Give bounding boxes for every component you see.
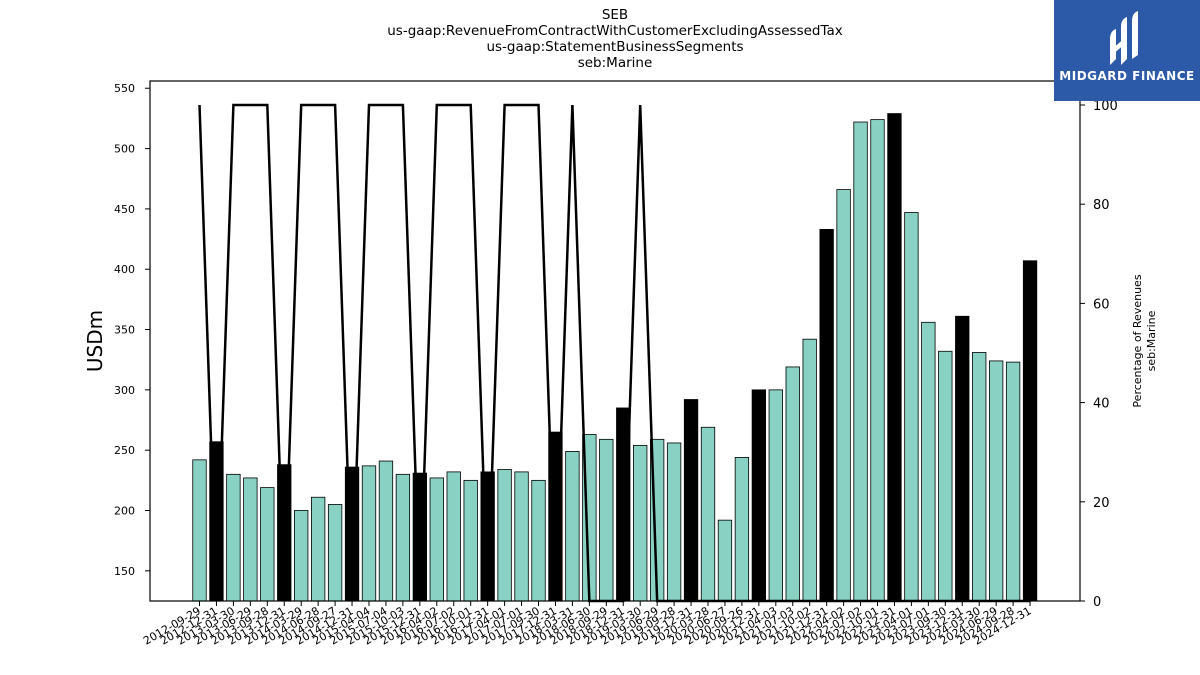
y-tick-label-250: 250 — [114, 444, 135, 457]
bar-2020-03-28 — [700, 426, 716, 602]
bar-2013-06-29 — [243, 477, 258, 602]
bar-2024-12-31 — [1022, 260, 1038, 602]
bar-2020-09-26 — [734, 457, 750, 602]
bar-2021-04-03 — [768, 389, 783, 602]
bar-2023-04-01 — [904, 212, 919, 602]
y-tick-label-300: 300 — [114, 384, 135, 397]
y-tick-label-350: 350 — [114, 324, 135, 337]
midgard-logo-icon — [1110, 11, 1138, 65]
bar-2020-12-31 — [751, 389, 766, 602]
logo-text: MIDGARD FINANCE — [1059, 69, 1195, 83]
bar-2022-07-02 — [853, 121, 868, 602]
bar-2015-10-03 — [395, 473, 411, 602]
chart-subtitle-axis: us-gaap:StatementBusinessSegments — [486, 39, 744, 55]
y2-tick-label-20: 20 — [1093, 496, 1110, 511]
y-tick-label-200: 200 — [114, 505, 135, 518]
y2-axis-label-line2: seb:Marine — [1145, 310, 1158, 371]
y2-tick-label-100: 100 — [1093, 99, 1118, 114]
bar-2017-09-30 — [531, 479, 546, 602]
bar-2014-09-27 — [327, 504, 343, 602]
bar-2024-03-30 — [972, 352, 987, 602]
bar-2016-10-01 — [463, 479, 478, 602]
bar-2018-03-31 — [565, 450, 580, 602]
bar-2023-07-01 — [921, 321, 936, 602]
bar-2015-07-04 — [378, 460, 394, 602]
bar-2020-06-27 — [717, 519, 733, 602]
y-axis-label: USDm — [83, 310, 107, 372]
bar-2014-06-28 — [310, 496, 326, 602]
y2-tick-label-40: 40 — [1093, 397, 1110, 412]
bar-2023-12-31 — [955, 315, 970, 602]
bar-2015-04-04 — [361, 465, 377, 602]
y-tick-label-150: 150 — [114, 565, 135, 578]
bar-2013-03-30 — [226, 473, 241, 602]
bar-2012-09-29 — [192, 459, 207, 602]
y-tick-label-450: 450 — [114, 203, 135, 216]
bar-2024-09-28 — [1005, 361, 1021, 602]
bar-2021-12-31 — [819, 228, 834, 602]
chart-subtitle-concept: us-gaap:RevenueFromContractWithCustomerE… — [387, 23, 843, 39]
y2-tick-label-60: 60 — [1093, 297, 1110, 312]
y2-tick-label-0: 0 — [1093, 595, 1101, 610]
bar-2019-03-30 — [633, 444, 648, 602]
chart-title-block: SEB us-gaap:RevenueFromContractWithCusto… — [115, 7, 1115, 71]
bar-2016-07-02 — [446, 471, 461, 602]
bar-2023-09-30 — [938, 350, 953, 602]
chart-subtitle-member: seb:Marine — [577, 55, 653, 71]
midgard-finance-logo: MIDGARD FINANCE — [1054, 0, 1200, 101]
bar-2016-04-02 — [429, 477, 444, 602]
bar-2021-10-02 — [802, 338, 817, 602]
y2-axis-label-line1: Percentage of Revenues — [1131, 274, 1144, 407]
bar-2021-07-03 — [785, 366, 800, 602]
chart-title: SEB — [601, 7, 629, 23]
bar-2022-12-31 — [887, 113, 902, 602]
bar-2013-09-28 — [260, 487, 275, 602]
bar-2017-04-01 — [497, 469, 512, 602]
y-tick-label-400: 400 — [114, 263, 135, 276]
bar-2024-06-29 — [989, 360, 1004, 602]
bar-2022-04-02 — [836, 189, 851, 602]
bar-2017-07-01 — [514, 471, 529, 602]
plot-frame — [149, 80, 1081, 602]
bar-2018-09-29 — [599, 438, 614, 602]
bar-2019-09-28 — [666, 442, 682, 602]
y-tick-label-550: 550 — [114, 82, 135, 95]
bar-2014-03-29 — [294, 510, 309, 602]
bars-group — [192, 113, 1038, 602]
bar-2019-12-31 — [683, 399, 699, 602]
y2-tick-label-80: 80 — [1093, 198, 1110, 213]
y-tick-label-500: 500 — [114, 143, 135, 156]
axes-group: 1502002503003504004505005500204060801002… — [114, 80, 1118, 648]
bar-2022-10-01 — [870, 119, 885, 602]
